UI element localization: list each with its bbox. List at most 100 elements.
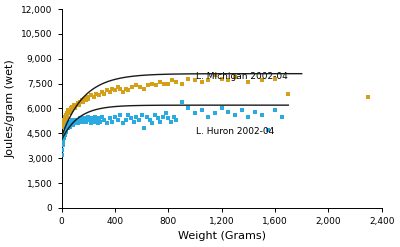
Point	[117, 113, 124, 117]
Point	[238, 108, 245, 112]
Point	[84, 95, 90, 99]
Point	[245, 115, 252, 119]
Point	[122, 87, 129, 91]
Point	[153, 83, 160, 87]
Point	[125, 113, 132, 117]
Point	[149, 121, 156, 125]
Point	[68, 120, 74, 124]
Point	[61, 116, 68, 120]
Point	[76, 118, 82, 122]
Point	[137, 85, 144, 89]
Point	[65, 123, 72, 127]
Point	[60, 143, 66, 147]
Point	[62, 128, 69, 132]
Point	[365, 95, 372, 99]
Point	[64, 123, 70, 127]
Point	[161, 82, 168, 85]
Point	[77, 100, 84, 104]
Point	[64, 125, 71, 129]
Point	[185, 106, 192, 110]
Point	[106, 116, 113, 120]
Point	[65, 108, 72, 112]
Point	[80, 116, 86, 120]
Point	[90, 95, 97, 99]
Point	[198, 80, 205, 84]
Point	[162, 111, 169, 115]
Point	[218, 77, 225, 81]
Point	[65, 126, 71, 130]
Point	[82, 120, 89, 124]
Point	[86, 118, 93, 122]
Point	[68, 106, 74, 110]
Point	[92, 115, 98, 119]
Point	[165, 82, 172, 85]
Point	[144, 115, 150, 119]
Point	[109, 120, 116, 124]
Point	[73, 120, 80, 124]
Point	[138, 113, 145, 117]
Point	[88, 93, 94, 97]
Point	[205, 78, 212, 82]
Point	[61, 136, 67, 140]
Point	[66, 121, 72, 125]
Point	[109, 87, 116, 91]
Point	[84, 116, 90, 120]
Point	[90, 120, 97, 124]
Point	[278, 115, 285, 119]
Point	[130, 120, 137, 124]
Point	[272, 77, 278, 81]
Point	[64, 111, 70, 115]
Point	[106, 90, 113, 94]
Point	[68, 121, 75, 125]
Point	[59, 118, 66, 122]
Point	[61, 133, 68, 137]
Point	[97, 120, 104, 124]
Point	[198, 108, 205, 112]
Point	[98, 90, 105, 94]
Point	[64, 125, 70, 129]
Point	[63, 126, 69, 130]
Point	[133, 83, 140, 87]
Point	[61, 120, 67, 124]
Point	[133, 115, 140, 119]
Point	[112, 88, 118, 92]
Point	[60, 135, 67, 139]
Point	[71, 105, 78, 109]
Point	[59, 153, 65, 157]
Point	[59, 121, 65, 125]
Point	[67, 108, 74, 112]
Point	[62, 121, 68, 125]
Point	[245, 80, 252, 84]
Point	[152, 113, 158, 117]
Point	[157, 80, 164, 84]
Point	[258, 78, 265, 82]
Point	[78, 120, 85, 124]
Point	[67, 123, 74, 127]
Point	[62, 130, 68, 134]
Point	[80, 100, 86, 104]
Point	[65, 111, 71, 115]
Point	[64, 113, 70, 117]
Point	[85, 97, 92, 101]
Point	[192, 78, 198, 82]
Point	[64, 110, 71, 114]
Point	[60, 120, 66, 124]
Point	[232, 113, 238, 117]
Point	[61, 123, 68, 127]
Point	[70, 120, 77, 124]
Point	[85, 115, 92, 119]
Point	[60, 123, 66, 127]
Point	[74, 121, 81, 125]
Point	[212, 73, 218, 77]
Point	[285, 92, 292, 96]
Point	[65, 125, 72, 129]
Point	[78, 98, 85, 102]
Point	[93, 118, 100, 122]
Text: L. Michigan 2002-04: L. Michigan 2002-04	[196, 72, 288, 81]
Point	[81, 97, 88, 101]
Point	[70, 103, 77, 107]
Text: L. Huron 2002-04: L. Huron 2002-04	[196, 127, 274, 136]
Point	[63, 120, 69, 124]
Point	[64, 126, 70, 130]
Point	[218, 106, 225, 110]
